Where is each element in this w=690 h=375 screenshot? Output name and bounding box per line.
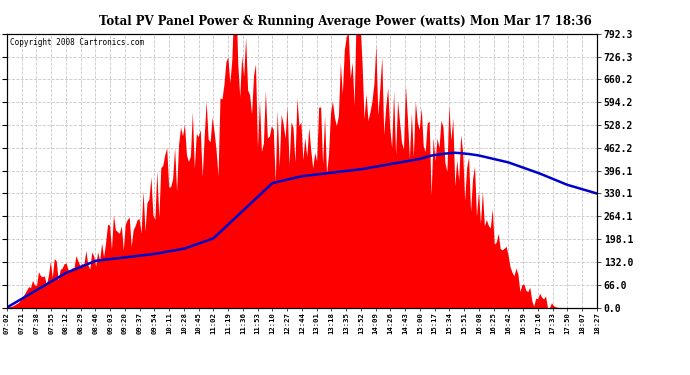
Text: Total PV Panel Power & Running Average Power (watts) Mon Mar 17 18:36: Total PV Panel Power & Running Average P…: [99, 15, 591, 28]
Text: Copyright 2008 Cartronics.com: Copyright 2008 Cartronics.com: [10, 38, 144, 47]
